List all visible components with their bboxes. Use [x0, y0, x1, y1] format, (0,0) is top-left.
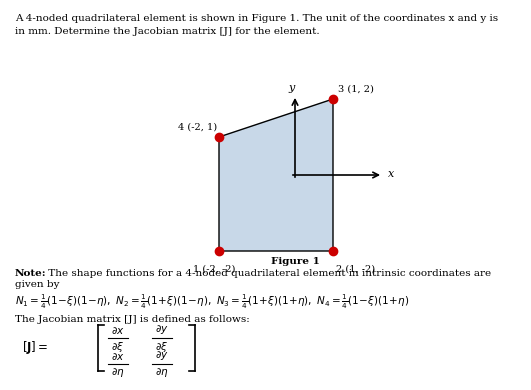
Text: $\partial \xi$: $\partial \xi$ — [112, 340, 125, 354]
Text: 4 (-2, 1): 4 (-2, 1) — [178, 123, 217, 132]
Text: The shape functions for a 4-noded quadrilateral element in intrinsic coordinates: The shape functions for a 4-noded quadri… — [45, 269, 491, 278]
Text: $\partial y$: $\partial y$ — [155, 323, 169, 336]
Text: $\partial x$: $\partial x$ — [111, 325, 125, 336]
Text: 1 (-2, -2): 1 (-2, -2) — [193, 265, 235, 274]
Text: in mm. Determine the Jacobian matrix [J] for the element.: in mm. Determine the Jacobian matrix [J]… — [15, 27, 320, 36]
Polygon shape — [219, 99, 333, 251]
Text: y: y — [289, 83, 295, 93]
Text: $\partial x$: $\partial x$ — [111, 351, 125, 362]
Text: A 4-noded quadrilateral element is shown in Figure 1. The unit of the coordinate: A 4-noded quadrilateral element is shown… — [15, 14, 498, 23]
Text: given by: given by — [15, 280, 59, 289]
Text: $\partial \eta$: $\partial \eta$ — [111, 366, 125, 379]
Text: Note:: Note: — [15, 269, 47, 278]
Text: The Jacobian matrix [J] is defined as follows:: The Jacobian matrix [J] is defined as fo… — [15, 315, 250, 324]
Text: 2 (1, -2): 2 (1, -2) — [336, 265, 375, 274]
Text: x: x — [388, 169, 394, 179]
Text: $\partial y$: $\partial y$ — [155, 349, 169, 362]
Text: $\partial \xi$: $\partial \xi$ — [156, 340, 169, 354]
Text: $\partial \eta$: $\partial \eta$ — [155, 366, 169, 379]
Text: 3 (1, 2): 3 (1, 2) — [338, 85, 374, 94]
Text: $[\mathbf{J}]=$: $[\mathbf{J}]=$ — [22, 339, 48, 356]
Text: $N_1 = \frac{1}{4}(1\!-\!\xi)(1\!-\!\eta),\ N_2 = \frac{1}{4}(1\!+\!\xi)(1\!-\!\: $N_1 = \frac{1}{4}(1\!-\!\xi)(1\!-\!\eta… — [15, 293, 409, 312]
Text: Figure 1: Figure 1 — [271, 257, 320, 266]
